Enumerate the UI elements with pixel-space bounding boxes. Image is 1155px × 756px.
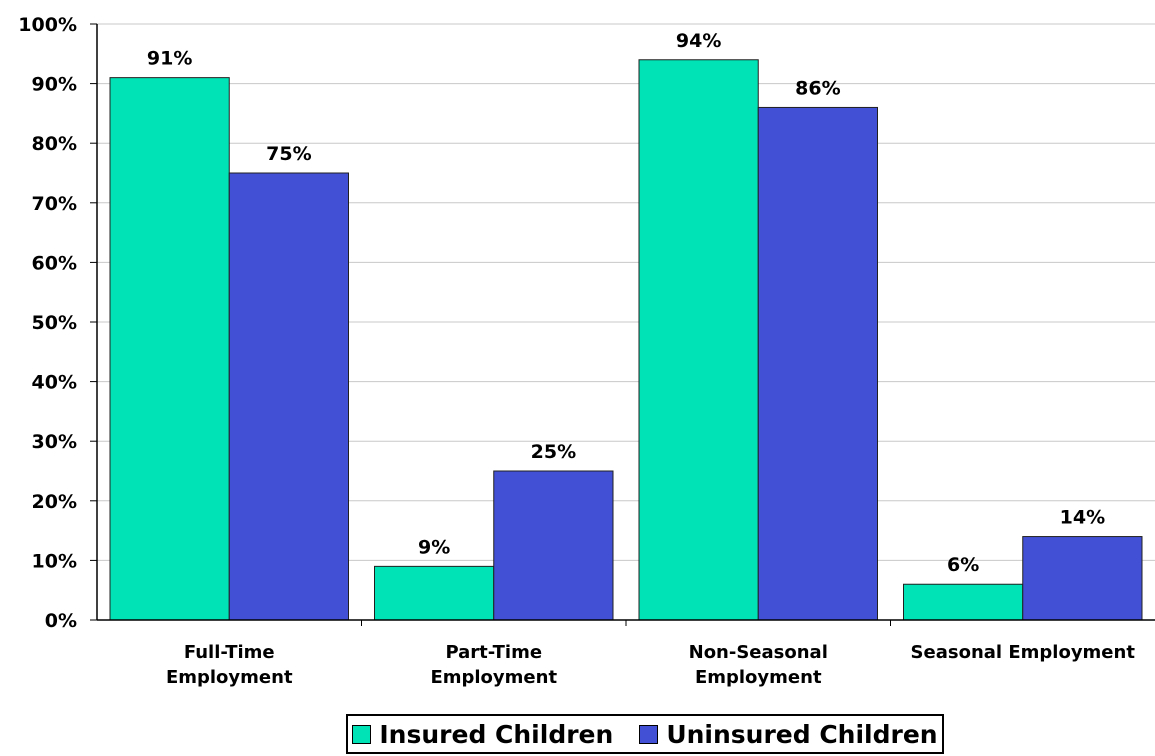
data-label: 9% xyxy=(418,536,450,558)
y-tick-label: 40% xyxy=(32,372,77,394)
legend-swatch-insured xyxy=(352,724,372,744)
bar-uninsured xyxy=(1022,536,1143,621)
bar-insured xyxy=(374,565,495,621)
bar-insured xyxy=(638,59,759,621)
x-category-label: Non-Seasonal Employment xyxy=(689,642,828,688)
y-tick-label: 30% xyxy=(32,431,77,453)
y-tick-label: 70% xyxy=(32,193,77,215)
y-tick-label: 0% xyxy=(45,610,77,632)
y-tick-label: 80% xyxy=(32,133,77,155)
bar-insured xyxy=(903,583,1024,621)
legend-item-uninsured: Uninsured Children xyxy=(639,719,938,749)
data-label: 91% xyxy=(147,48,192,70)
chart-legend: Insured Children Uninsured Children xyxy=(346,714,944,754)
data-label: 6% xyxy=(947,554,979,576)
legend-label-uninsured: Uninsured Children xyxy=(666,719,938,749)
data-label: 94% xyxy=(676,30,721,52)
data-label: 14% xyxy=(1060,507,1105,529)
data-label: 75% xyxy=(266,143,311,165)
bar-uninsured xyxy=(228,172,349,621)
x-category-label: Full-Time Employment xyxy=(166,642,293,688)
bar-uninsured xyxy=(493,470,614,621)
y-tick-label: 100% xyxy=(18,14,77,36)
bar-chart: 0% 10% 20% 30% 40% 50% 60% 70% 80% 90% 100% 91% 75% F… xyxy=(18,14,1155,688)
y-tick-label: 60% xyxy=(32,252,77,274)
y-tick-label: 10% xyxy=(32,550,77,572)
y-tick-label: 50% xyxy=(32,312,77,334)
legend-swatch-uninsured xyxy=(639,724,659,744)
x-category-label: Seasonal Employment xyxy=(911,642,1136,663)
data-label: 25% xyxy=(531,441,576,463)
y-tick-label: 20% xyxy=(32,491,77,513)
legend-label-insured: Insured Children xyxy=(379,719,614,749)
legend-item-insured: Insured Children xyxy=(352,720,613,749)
bar-uninsured xyxy=(757,106,878,621)
y-tick-label: 90% xyxy=(32,74,77,96)
x-category-label: Part-Time Employment xyxy=(430,642,557,688)
data-label: 86% xyxy=(795,77,840,99)
bar-insured xyxy=(109,77,230,621)
